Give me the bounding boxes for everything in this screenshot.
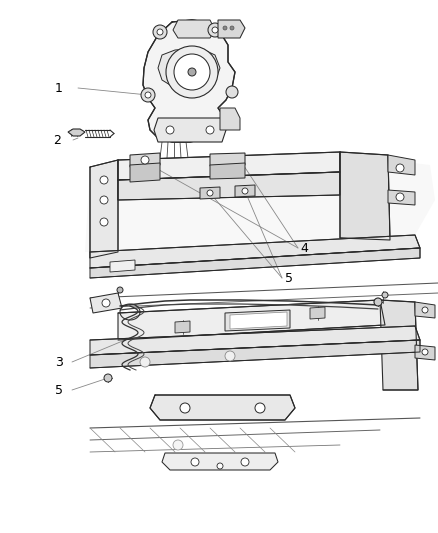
Circle shape <box>141 88 155 102</box>
Circle shape <box>174 54 210 90</box>
Polygon shape <box>143 20 235 142</box>
Polygon shape <box>90 340 420 368</box>
Polygon shape <box>110 260 135 272</box>
Polygon shape <box>162 453 278 470</box>
Circle shape <box>100 196 108 204</box>
Circle shape <box>140 357 150 367</box>
Circle shape <box>104 374 112 382</box>
Polygon shape <box>340 152 390 240</box>
Polygon shape <box>85 155 435 252</box>
Polygon shape <box>90 326 420 355</box>
Polygon shape <box>118 300 385 340</box>
Circle shape <box>166 46 218 98</box>
Circle shape <box>145 92 151 98</box>
Circle shape <box>226 86 238 98</box>
Polygon shape <box>220 108 240 130</box>
Polygon shape <box>388 155 415 175</box>
Text: 5: 5 <box>55 384 63 397</box>
Polygon shape <box>90 248 420 278</box>
Polygon shape <box>388 190 415 205</box>
Circle shape <box>223 26 227 30</box>
Circle shape <box>217 463 223 469</box>
Circle shape <box>242 188 248 194</box>
Circle shape <box>191 458 199 466</box>
Circle shape <box>230 26 234 30</box>
Polygon shape <box>118 152 340 180</box>
Circle shape <box>117 287 123 293</box>
Circle shape <box>102 299 110 307</box>
Polygon shape <box>130 153 160 167</box>
Polygon shape <box>90 160 118 258</box>
Text: 2: 2 <box>53 133 61 147</box>
Polygon shape <box>175 321 190 333</box>
Polygon shape <box>230 312 287 329</box>
Polygon shape <box>90 293 122 313</box>
Circle shape <box>396 164 404 172</box>
Polygon shape <box>380 300 418 390</box>
Circle shape <box>225 351 235 361</box>
Polygon shape <box>154 118 226 142</box>
Polygon shape <box>150 395 295 420</box>
Circle shape <box>396 193 404 201</box>
Circle shape <box>153 25 167 39</box>
Text: 1: 1 <box>55 82 63 94</box>
Polygon shape <box>118 172 340 200</box>
Polygon shape <box>130 163 160 182</box>
Circle shape <box>188 68 196 76</box>
Circle shape <box>255 403 265 413</box>
Polygon shape <box>415 345 435 360</box>
Polygon shape <box>225 310 290 331</box>
Polygon shape <box>158 48 220 88</box>
Polygon shape <box>210 153 245 166</box>
Polygon shape <box>200 187 220 199</box>
Circle shape <box>157 29 163 35</box>
Circle shape <box>212 27 218 33</box>
Polygon shape <box>210 163 245 179</box>
Polygon shape <box>173 20 215 38</box>
Circle shape <box>100 218 108 226</box>
Circle shape <box>374 298 382 306</box>
Circle shape <box>166 126 174 134</box>
Circle shape <box>100 176 108 184</box>
Circle shape <box>207 190 213 196</box>
Polygon shape <box>415 302 435 318</box>
Text: 3: 3 <box>55 356 63 368</box>
Text: 4: 4 <box>300 241 308 254</box>
Polygon shape <box>218 20 245 38</box>
Polygon shape <box>310 307 325 319</box>
Circle shape <box>241 458 249 466</box>
Polygon shape <box>90 235 420 268</box>
Circle shape <box>382 292 388 298</box>
Text: 5: 5 <box>285 271 293 285</box>
Circle shape <box>173 440 183 450</box>
Circle shape <box>422 349 428 355</box>
Circle shape <box>180 403 190 413</box>
Circle shape <box>206 126 214 134</box>
Circle shape <box>141 156 149 164</box>
Circle shape <box>208 23 222 37</box>
Circle shape <box>422 307 428 313</box>
Polygon shape <box>68 129 85 136</box>
Polygon shape <box>235 185 255 197</box>
